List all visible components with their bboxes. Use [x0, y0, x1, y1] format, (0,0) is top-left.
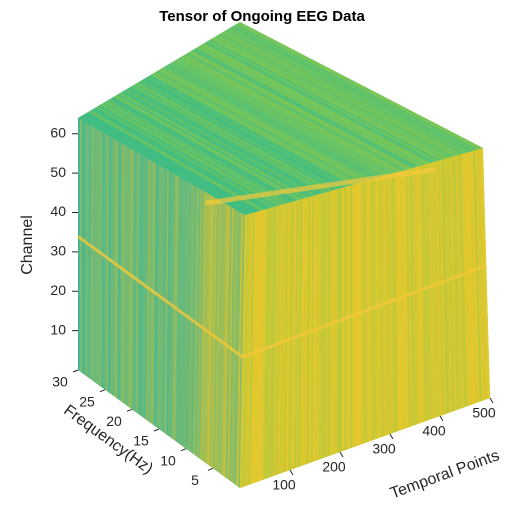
chart: Tensor of Ongoing EEG Data Channel Frequ…	[0, 0, 523, 510]
texture	[85, 122, 87, 376]
tick-mark	[440, 416, 443, 421]
cube	[78, 22, 490, 488]
texture	[78, 118, 80, 371]
y-tick-label: 30	[52, 374, 68, 390]
tick-mark	[390, 434, 393, 439]
x-tick-label: 300	[372, 441, 396, 457]
x-tick-label: 400	[422, 423, 446, 439]
z-axis-label: Channel	[19, 215, 36, 275]
z-tick-label: 40	[50, 203, 66, 219]
tick-mark	[100, 390, 105, 392]
texture	[87, 123, 89, 377]
tick-mark	[340, 452, 343, 457]
z-tick-label: 60	[50, 124, 66, 140]
tick-mark	[127, 409, 132, 411]
tick-mark	[154, 429, 159, 431]
x-tick-label: 500	[472, 405, 496, 421]
z-tick-label: 20	[50, 282, 66, 298]
tick-mark	[208, 468, 213, 470]
x-axis-label: Temporal Points	[388, 447, 502, 502]
z-tick-label: 10	[50, 321, 66, 337]
y-tick-label: 5	[191, 472, 199, 488]
y-tick-label: 20	[106, 413, 122, 429]
tick-mark	[73, 370, 78, 372]
z-tick-label: 50	[50, 164, 66, 180]
x-tick-label: 200	[322, 459, 346, 475]
texture	[83, 121, 85, 375]
z-tick-label: 30	[50, 243, 66, 259]
y-tick-label: 10	[160, 452, 176, 468]
texture	[82, 120, 84, 374]
texture	[80, 119, 82, 373]
y-tick-label: 25	[79, 393, 95, 409]
chart-title: Tensor of Ongoing EEG Data	[159, 8, 365, 25]
x-tick-label: 100	[272, 477, 296, 493]
tick-mark	[181, 449, 186, 451]
y-tick-label: 15	[133, 433, 149, 449]
tick-mark	[490, 398, 493, 403]
tick-mark	[290, 470, 293, 475]
